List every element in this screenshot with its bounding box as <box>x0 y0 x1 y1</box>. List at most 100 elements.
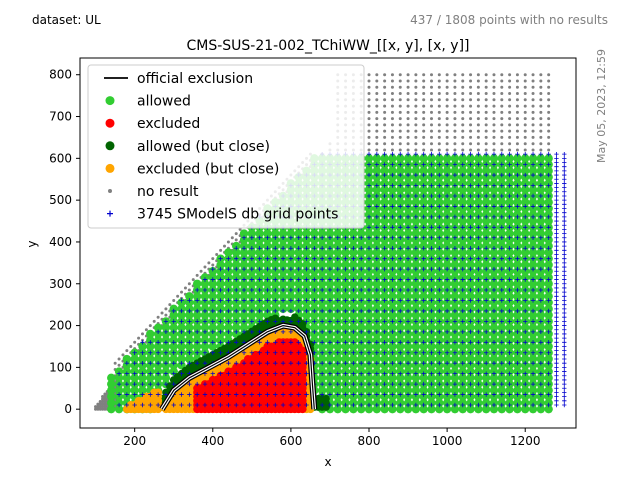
allowed-point <box>356 248 366 257</box>
db-grid-point <box>304 392 309 397</box>
db-grid-point <box>249 308 255 314</box>
db-grid-point <box>351 350 356 355</box>
db-grid-point <box>218 402 223 408</box>
allowed-point <box>325 260 335 270</box>
allowed-point <box>427 248 436 257</box>
allowed-point <box>513 154 522 163</box>
allowed-point <box>325 373 335 383</box>
db-grid-point <box>155 329 161 335</box>
no-result-point <box>484 85 488 89</box>
allowed-point <box>232 260 241 270</box>
allowed-point <box>396 342 405 351</box>
db-grid-point <box>218 392 223 397</box>
allowed-point <box>435 248 444 257</box>
allowed-point <box>442 166 452 176</box>
no-result-point <box>508 123 512 127</box>
allowed-point <box>364 342 374 351</box>
allowed-point <box>466 386 475 395</box>
allowed-point <box>513 198 522 207</box>
db-grid-point <box>280 360 286 366</box>
no-result-point <box>445 92 449 96</box>
no-result-point <box>461 142 465 146</box>
db-grid-point <box>265 319 270 324</box>
db-grid-point <box>358 266 364 272</box>
db-grid-point <box>312 319 317 324</box>
db-grid-point <box>202 381 208 387</box>
db-grid-point <box>249 371 255 376</box>
allowed-point <box>442 185 452 194</box>
no-result-point <box>461 79 465 83</box>
db-grid-point <box>343 235 348 240</box>
allowed-point <box>489 292 499 301</box>
db-grid-point <box>249 246 255 251</box>
no-result-point <box>125 349 129 353</box>
no-result-point <box>191 278 195 282</box>
allowed-point <box>325 279 335 288</box>
no-result-point <box>226 240 230 244</box>
db-grid-point <box>194 329 200 335</box>
allowed-point <box>458 354 467 364</box>
allowed-point <box>521 386 530 395</box>
db-grid-point <box>374 235 380 240</box>
allowed-point <box>310 292 319 301</box>
no-result-point <box>406 73 410 77</box>
no-result-point <box>406 79 410 83</box>
db-grid-point <box>226 319 231 324</box>
allowed-point <box>450 185 460 194</box>
no-result-point <box>523 123 527 127</box>
allowed-point <box>481 342 491 351</box>
allowed-point <box>544 386 553 395</box>
allowed-point <box>302 292 311 301</box>
db-grid-point <box>179 350 184 355</box>
allowed-point <box>544 342 553 351</box>
no-result-point <box>383 79 387 83</box>
no-result-point <box>429 117 433 121</box>
db-grid-point <box>202 287 208 293</box>
allowed-point <box>489 229 499 238</box>
allowed-point <box>208 323 217 332</box>
allowed-point <box>333 310 342 320</box>
allowed-point <box>505 404 514 414</box>
allowed-point <box>380 373 389 383</box>
no-result-point <box>500 110 504 114</box>
allowed-point <box>396 198 405 207</box>
allowed-point <box>302 310 311 320</box>
allowed-point <box>419 323 428 332</box>
db-grid-point <box>312 266 317 272</box>
allowed-point <box>364 154 374 163</box>
db-grid-point <box>351 266 356 272</box>
allowed-point <box>466 354 475 364</box>
no-result-point <box>406 104 410 108</box>
db-grid-point <box>155 402 161 408</box>
no-result-point <box>398 73 402 77</box>
x-tick-label: 400 <box>201 434 224 448</box>
no-result-point <box>492 85 496 89</box>
allowed-point <box>466 260 475 270</box>
no-result-point <box>367 104 371 108</box>
db-grid-point <box>351 381 356 387</box>
no-result-point <box>492 104 496 108</box>
no-result-point <box>476 98 480 102</box>
no-result-point <box>453 148 457 152</box>
db-grid-point <box>343 319 348 324</box>
allowed-point <box>489 323 499 332</box>
no-result-point <box>375 98 379 102</box>
allowed-point <box>474 342 483 351</box>
db-grid-point <box>234 298 239 303</box>
allowed-point <box>294 279 303 288</box>
allowed-point <box>435 166 444 176</box>
allowed-point <box>481 216 491 226</box>
legend-label: allowed (but close) <box>137 139 270 155</box>
db-grid-point <box>319 360 325 366</box>
no-result-point <box>414 85 418 89</box>
no-result-point <box>422 98 426 102</box>
db-grid-point <box>335 235 340 240</box>
db-grid-point <box>374 151 380 157</box>
allowed-point <box>380 248 389 257</box>
no-result-point <box>539 142 543 146</box>
allowed-point <box>481 354 491 364</box>
db-grid-point <box>351 298 356 303</box>
allowed-point <box>380 216 389 226</box>
allowed-point <box>403 386 413 395</box>
db-grid-point <box>374 319 380 324</box>
